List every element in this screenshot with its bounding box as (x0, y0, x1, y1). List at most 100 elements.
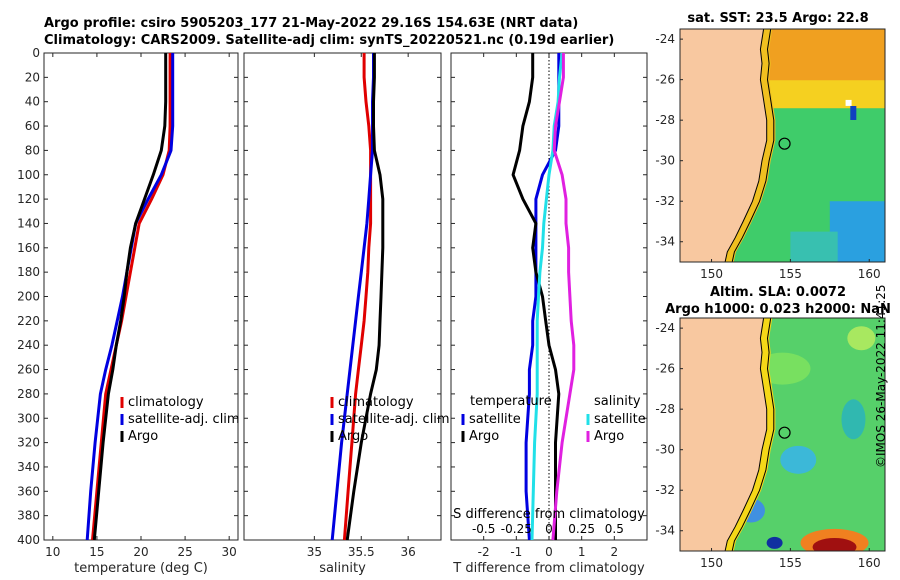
sla-blob (780, 445, 817, 474)
map-subtitle: Argo h1000: 0.023 h2000: NaN (665, 302, 891, 317)
y-tick-label: 80 (25, 143, 40, 157)
sla-blob (841, 399, 866, 440)
x-tick-label: 30 (222, 545, 237, 559)
legend-label: satellite-adj. clim (128, 412, 240, 427)
legend-label: Argo (338, 429, 368, 444)
x-tick-label: 25 (177, 545, 192, 559)
y-tick-label: -30 (655, 154, 675, 168)
sla-blob (812, 537, 857, 551)
y-tick-label: -32 (655, 483, 675, 497)
x-tick-label: 10 (45, 545, 60, 559)
x-tick-label: 150 (700, 556, 723, 570)
sla-map-panel: Altim. SLA: 0.0072 Argo h1000: 0.023 h200… (655, 285, 890, 570)
y-tick-label: 60 (25, 119, 40, 133)
y-tick-label: 360 (17, 484, 40, 498)
figure-title-line1: Argo profile: csiro 5905203_177 21-May-2… (44, 16, 579, 31)
legend-label: Argo (128, 429, 158, 444)
y-tick-label: -34 (655, 524, 675, 538)
isobath-contour (731, 318, 775, 551)
y-tick-label: 160 (17, 241, 40, 255)
y-tick-label: -32 (655, 194, 675, 208)
top-x-tick-label: 0.25 (568, 522, 595, 536)
timestamp-label: ©IMOS 26-May-2022 11:41:25 (874, 284, 888, 468)
map-body (680, 318, 885, 551)
axes-box (243, 52, 442, 541)
sst-map-panel: sat. SST: 23.5 Argo: 22.8 150 155 160 -24 -26… (655, 11, 886, 281)
y-tick-label: 280 (17, 387, 40, 401)
x-tick-label: -2 (478, 545, 490, 559)
y-tick-label: 340 (17, 460, 40, 474)
x-tick-label: 20 (133, 545, 148, 559)
x-tick-label: 155 (779, 267, 802, 281)
y-tick-label: 180 (17, 265, 40, 279)
y-tick-label: -34 (655, 235, 675, 249)
cool-patch (829, 201, 885, 262)
y-tick-label: -28 (655, 113, 675, 127)
land-mass (680, 29, 767, 262)
top-x-tick-label: 0 (545, 522, 553, 536)
salinity-panel: 35 35.5 36 salinity climatology satellite-adj… (243, 52, 450, 576)
top-x-tick-label: -0.5 (472, 522, 495, 536)
y-tick-label: 20 (25, 70, 40, 84)
profile-marker (778, 426, 791, 439)
y-tick-label: 220 (17, 314, 40, 328)
map-frame (679, 317, 886, 552)
x-tick-label: 155 (779, 556, 802, 570)
figure-title-line2: Climatology: CARS2009. Satellite-adj cli… (44, 33, 615, 48)
y-tick-label: 240 (17, 338, 40, 352)
sla-blob (766, 536, 783, 549)
series-line-t-satellite (524, 53, 561, 541)
legend-heading: salinity (594, 394, 641, 409)
x-tick-label: 2 (611, 545, 619, 559)
legend-label: Argo (594, 429, 624, 444)
y-tick-label: -24 (655, 32, 675, 46)
x-axis-label: temperature (deg C) (74, 561, 208, 576)
y-tick-label: -30 (655, 443, 675, 457)
map-body (680, 29, 885, 262)
x-axis-label: T difference from climatology (452, 561, 645, 576)
y-tick-label: -26 (655, 362, 675, 376)
x-tick-label: 150 (700, 267, 723, 281)
series-line-s-argo (551, 53, 576, 541)
top-x-axis-label: S difference from climatology (453, 507, 645, 522)
map-title: Altim. SLA: 0.0072 (710, 285, 846, 300)
teal-patch (790, 231, 838, 262)
y-tick-label: 260 (17, 363, 40, 377)
series-line-argo (92, 53, 168, 541)
x-tick-label: 1 (578, 545, 586, 559)
y-tick-label: 200 (17, 290, 40, 304)
series-line-climatology (91, 53, 172, 541)
series-line-climatology (342, 53, 373, 541)
y-tick-label: 0 (32, 46, 40, 60)
map-title: sat. SST: 23.5 Argo: 22.8 (687, 11, 868, 26)
x-tick-label: 35.5 (348, 545, 375, 559)
map-frame (679, 28, 886, 263)
series-line-argo (345, 53, 385, 541)
x-tick-label: 160 (858, 556, 881, 570)
legend-label: climatology (338, 395, 414, 410)
x-tick-label: 0 (545, 545, 553, 559)
dark-cell (850, 105, 857, 120)
isobath-contour (731, 29, 775, 262)
x-tick-label: 15 (89, 545, 104, 559)
land-mass (680, 318, 767, 551)
x-tick-label: -1 (510, 545, 522, 559)
x-axis-label: salinity (319, 561, 366, 576)
sla-blob (847, 326, 876, 351)
coastline (724, 29, 768, 262)
y-tick-label: 400 (17, 533, 40, 547)
y-tick-label: 100 (17, 168, 40, 182)
x-tick-label: 35 (307, 545, 322, 559)
y-tick-label: 120 (17, 192, 40, 206)
top-x-tick-label: -0.25 (501, 522, 532, 536)
difference-panel: -2 -1 0 1 2 -0.5 -0.25 0 0.25 0.5S difference fro… (450, 52, 648, 576)
legend-label: Argo (469, 429, 499, 444)
x-tick-label: 160 (858, 267, 881, 281)
temperature-panel: 10 15 20 25 30020406080100120140160180200220… (17, 46, 240, 576)
y-tick-label: 40 (25, 95, 40, 109)
coastline (724, 318, 768, 551)
top-x-tick-label: 0.5 (605, 522, 624, 536)
profile-marker (778, 137, 791, 150)
axes-box (43, 52, 239, 541)
